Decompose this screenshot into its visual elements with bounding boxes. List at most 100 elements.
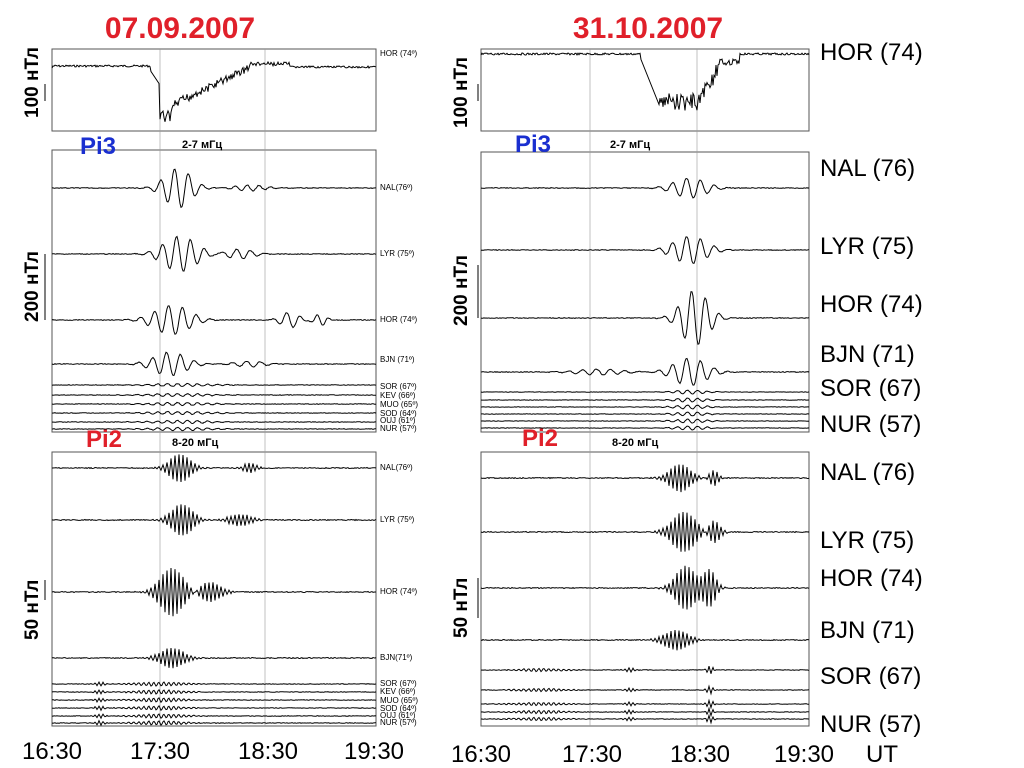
right-pi3-small-trace-5	[480, 425, 810, 431]
left-hor-magnetogram-trace	[51, 60, 377, 122]
right-band-8-20: 8-20 мГц	[612, 437, 658, 449]
right-pi2-station-label-4: SOR (67)	[820, 663, 921, 690]
left-pi2-station-label-2: HOR (74º)	[380, 587, 417, 596]
right-pi2-trace-2	[480, 565, 810, 610]
left-pi2-small-trace-3	[51, 705, 377, 712]
right-pi2-small-trace-4	[481, 713, 809, 725]
right-pi3-station-label-1: LYR (75)	[820, 233, 914, 260]
left-pi3-trace-0	[51, 168, 376, 209]
left-pi3-small-trace-0	[51, 382, 377, 387]
right-pi3-small-trace-0	[480, 389, 810, 395]
right-pi2-station-label-1: LYR (75)	[820, 527, 914, 554]
left-tick-1830: 18:30	[238, 738, 298, 765]
right-pi2-small-trace-1	[481, 684, 810, 696]
left-scale-100: 100 нТл	[22, 47, 43, 118]
right-pi3-station-label-0: NAL (76)	[820, 155, 915, 182]
right-tick-1930: 19:30	[774, 741, 834, 768]
right-pi2-panel	[480, 451, 810, 727]
right-pi3-station-label-4: SOR (67)	[820, 375, 921, 402]
right-pi3-panel	[480, 151, 810, 433]
x-unit-label: UT	[866, 741, 898, 768]
left-pi2-trace-0	[52, 454, 377, 483]
right-pi3-label: Pi3	[515, 131, 551, 158]
left-pi3-station-label-4: SOR (67º)	[380, 382, 417, 391]
left-pi3-label: Pi3	[80, 133, 116, 160]
right-pi2-station-label-0: NAL (76)	[820, 459, 915, 486]
left-hor-station-label: HOR (74º)	[380, 49, 417, 58]
left-pi2-station-label-1: LYR (75º)	[380, 515, 415, 524]
left-pi3-station-label-3: BJN (71º)	[380, 355, 415, 364]
right-pi3-small-trace-2	[481, 404, 810, 410]
right-tick-1630: 16:30	[451, 741, 511, 768]
right-pi2-station-label-3: BJN (71)	[820, 617, 915, 644]
left-pi3-trace-2	[51, 305, 377, 335]
guide-lines	[159, 49, 698, 726]
right-pi3-station-label-3: BJN (71)	[820, 341, 915, 368]
left-pi2-trace-1	[51, 504, 377, 536]
left-pi2-station-label-5: KEV (66º)	[380, 687, 416, 696]
left-pi2-station-label-7: SOD (64º)	[380, 704, 417, 713]
left-pi3-station-label-0: NAL(76º)	[380, 183, 413, 192]
left-pi2-station-label-6: MUO (65º)	[380, 696, 418, 705]
left-pi2-station-label-9: NUR (57º)	[380, 718, 417, 727]
right-pi3-trace-0	[480, 177, 810, 199]
left-pi3-panel	[51, 149, 377, 433]
left-pi2-small-trace-2	[51, 697, 377, 704]
left-tick-1630: 16:30	[22, 738, 82, 765]
left-pi2-station-label-3: BJN(71º)	[380, 653, 413, 662]
right-pi2-trace-1	[480, 511, 810, 552]
right-pi2-trace-3	[480, 629, 810, 651]
left-pi3-small-trace-4	[51, 419, 377, 425]
right-pi2-small-trace-3	[480, 706, 810, 718]
right-date-title: 31.10.2007	[573, 12, 723, 45]
left-pi2-trace-3	[51, 647, 377, 669]
right-hor-panel	[480, 48, 810, 132]
left-pi2-station-label-4: SOR (67º)	[380, 679, 417, 688]
left-pi3-trace-3	[51, 351, 377, 376]
left-pi3-station-label-5: KEV (66º)	[380, 391, 416, 400]
left-pi2-trace-2	[51, 567, 376, 617]
right-pi2-small-trace-0	[480, 665, 809, 674]
left-date-title: 07.09.2007	[105, 12, 255, 45]
right-pi3-trace-1	[480, 236, 810, 264]
right-tick-1730: 17:30	[562, 741, 622, 768]
right-band-2-7: 2-7 мГц	[610, 139, 650, 151]
right-pi2-station-label-2: HOR (74)	[820, 565, 923, 592]
left-pi3-small-trace-1	[51, 392, 377, 398]
right-scale-200: 200 нТл	[451, 255, 472, 326]
left-tick-1730: 17:30	[130, 738, 190, 765]
left-pi2-station-label-0: NAL(76º)	[380, 463, 413, 472]
left-scale-50: 50 нТл	[22, 580, 43, 640]
left-scale-200: 200 нТл	[22, 251, 43, 322]
right-pi2-station-label-5: NUR (57)	[820, 711, 921, 738]
right-hor-magnetogram-trace	[480, 52, 810, 111]
right-hor-station-label: HOR (74)	[820, 39, 923, 66]
right-pi3-small-trace-1	[480, 397, 810, 403]
left-pi2-small-trace-0	[51, 681, 377, 687]
left-pi3-small-trace-5	[52, 426, 377, 432]
left-pi3-station-label-7: SOD (64º)	[380, 409, 417, 418]
left-pi3-station-label-6: MUO (65º)	[380, 400, 418, 409]
left-tick-1930: 19:30	[344, 738, 404, 765]
left-pi3-station-label-1: LYR (75º)	[380, 249, 415, 258]
left-pi3-small-trace-2	[51, 401, 377, 407]
left-pi3-station-label-2: HOR (74º)	[380, 315, 417, 324]
right-pi3-station-label-2: HOR (74)	[820, 291, 923, 318]
right-pi2-trace-0	[480, 464, 810, 493]
right-pi3-trace-2	[480, 291, 810, 345]
left-pi3-station-label-9: NUR (57º)	[380, 424, 417, 433]
right-scale-50: 50 нТл	[451, 578, 472, 638]
right-pi2-small-trace-2	[481, 698, 809, 710]
right-pi3-trace-3	[480, 357, 810, 386]
left-pi3-station-label-8: OUJ (61º)	[380, 416, 416, 425]
left-pi3-trace-1	[51, 235, 377, 272]
right-pi3-station-label-5: NUR (57)	[820, 411, 921, 438]
left-pi2-small-trace-5	[51, 719, 376, 727]
left-pi2-label: Pi2	[86, 426, 122, 453]
right-pi2-label: Pi2	[522, 425, 558, 452]
left-pi3-small-trace-3	[51, 410, 377, 416]
left-pi2-small-trace-4	[51, 713, 377, 720]
left-hor-panel	[51, 48, 377, 132]
left-pi2-panel	[51, 451, 377, 727]
